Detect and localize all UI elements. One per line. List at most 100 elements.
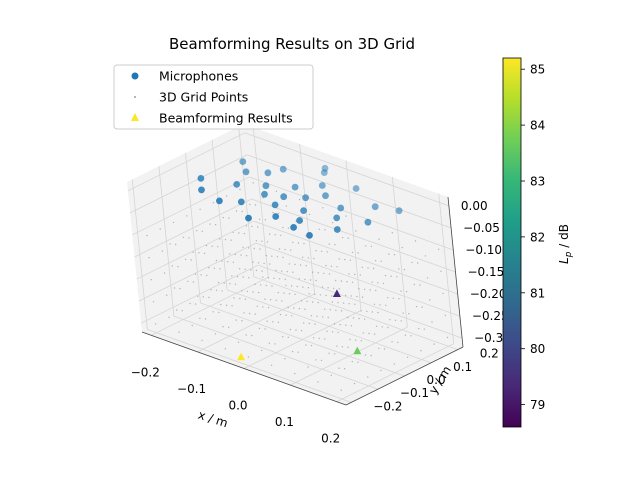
- microphone-point: [272, 213, 280, 220]
- grid-point: [421, 306, 423, 308]
- grid-point: [426, 277, 429, 279]
- grid-point: [286, 271, 288, 273]
- grid-point: [238, 232, 240, 234]
- grid-point: [221, 260, 223, 262]
- z-tick-label: −0.20: [470, 287, 507, 301]
- grid-point: [212, 311, 214, 313]
- grid-point: [340, 389, 342, 391]
- grid-point: [175, 243, 177, 246]
- grid-point: [258, 291, 260, 294]
- grid-point: [351, 251, 354, 254]
- microphone-point: [261, 190, 268, 198]
- grid-point: [291, 350, 294, 353]
- grid-point: [268, 342, 271, 344]
- grid-point: [252, 291, 254, 293]
- grid-point: [403, 268, 406, 271]
- grid-point: [320, 250, 323, 252]
- grid-point: [278, 248, 281, 250]
- legend-marker-grid-points: [134, 96, 136, 98]
- grid-point: [318, 337, 320, 340]
- grid-point: [290, 285, 293, 287]
- grid-point: [190, 259, 192, 261]
- grid-point: [265, 284, 267, 287]
- grid-point: [271, 285, 273, 287]
- grid-point: [355, 339, 357, 341]
- grid-point: [338, 258, 340, 260]
- y-tick-label: 0.1: [453, 360, 472, 374]
- grid-point: [173, 287, 176, 289]
- grid-point: [358, 288, 360, 290]
- grid-point: [351, 281, 354, 283]
- x-tick-label: 0.0: [228, 399, 247, 413]
- grid-point: [363, 288, 366, 291]
- y-tick-label: −0.2: [373, 399, 402, 413]
- grid-point: [235, 210, 238, 212]
- microphone-point: [237, 198, 245, 206]
- grid-point: [319, 294, 322, 296]
- grid-point: [377, 311, 379, 314]
- grid-point: [314, 323, 316, 325]
- grid-point: [275, 269, 277, 272]
- colorbar-label-unit: / dB: [557, 224, 571, 252]
- grid-point: [411, 261, 413, 264]
- grid-point: [186, 215, 188, 217]
- grid-point: [169, 243, 171, 245]
- grid-point: [251, 334, 253, 337]
- grid-point: [350, 325, 353, 327]
- grid-point: [315, 250, 317, 252]
- microphone-point: [395, 207, 403, 215]
- grid-point: [305, 265, 307, 267]
- grid-point: [380, 369, 382, 372]
- grid-point: [357, 252, 359, 254]
- grid-point: [322, 207, 324, 209]
- grid-point: [237, 341, 240, 343]
- grid-point: [418, 327, 420, 330]
- grid-point: [333, 287, 335, 289]
- grid-point: [333, 323, 336, 325]
- grid-point: [390, 275, 392, 277]
- grid-point: [276, 256, 279, 258]
- grid-point: [335, 309, 337, 311]
- z-gridline-left: [140, 264, 259, 324]
- grid-point: [274, 234, 276, 236]
- grid-point: [177, 265, 179, 268]
- grid-point: [347, 316, 349, 319]
- grid-point: [294, 293, 296, 295]
- grid-point: [224, 348, 226, 350]
- grid-point: [146, 234, 148, 237]
- grid-point: [233, 297, 235, 299]
- grid-point: [277, 291, 279, 294]
- grid-point: [317, 272, 319, 274]
- z-tick-label: −0.05: [463, 221, 500, 235]
- grid-point: [243, 312, 245, 314]
- grid-point: [266, 320, 268, 322]
- grid-point: [307, 366, 309, 368]
- colorbar-label-main: L: [557, 257, 571, 264]
- grid-point: [330, 295, 333, 297]
- beamforming-results-series: [237, 289, 362, 361]
- x-tick-label: −0.2: [131, 365, 160, 379]
- grid-point: [264, 298, 266, 300]
- microphone-point: [242, 168, 250, 176]
- grid-point: [219, 268, 221, 270]
- grid-point: [269, 299, 272, 301]
- grid-point: [262, 276, 264, 278]
- grid-point: [384, 274, 387, 277]
- grid-point: [335, 279, 337, 282]
- grid-point: [391, 341, 393, 343]
- grid-point: [172, 221, 175, 224]
- grid-point: [368, 332, 370, 335]
- grid-point: [152, 301, 155, 303]
- legend-label-beamforming-results: Beamforming Results: [159, 111, 293, 126]
- colorbar-label-sub: p: [564, 251, 574, 258]
- grid-point: [308, 213, 311, 216]
- grid-point: [274, 343, 276, 345]
- grid-point: [254, 283, 256, 285]
- microphone-point: [291, 183, 299, 191]
- grid-point: [431, 321, 433, 323]
- microphone-point: [264, 169, 272, 177]
- grid-point: [229, 283, 231, 285]
- grid-point: [338, 367, 340, 369]
- grid-point: [219, 238, 221, 240]
- grid-point: [298, 198, 301, 201]
